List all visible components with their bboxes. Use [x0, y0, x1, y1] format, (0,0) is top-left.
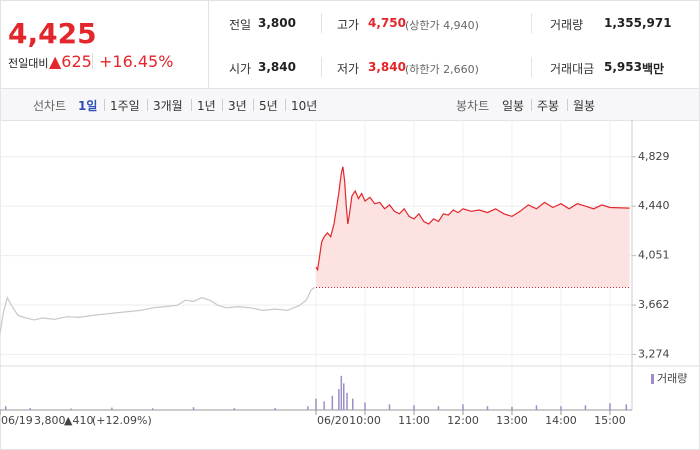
tab-separator — [567, 99, 568, 111]
volume-bar — [70, 408, 72, 410]
stat-value: 3,840 — [368, 60, 406, 74]
volume-bar — [625, 404, 628, 410]
tab-separator — [147, 99, 148, 111]
price-line — [315, 166, 630, 272]
change-label: 전일대비 — [8, 57, 49, 70]
stat-label: 거래량 — [550, 18, 584, 32]
legend-swatch — [651, 374, 654, 384]
period-tab[interactable]: 3년 — [228, 99, 247, 113]
annotation: 3,800 — [34, 414, 66, 427]
volume-bar — [560, 406, 562, 410]
y-tick-label: 4,829 — [638, 150, 670, 163]
stat-label: 시가 — [229, 62, 252, 76]
stat-label: 전일 — [229, 18, 252, 32]
price-line — [0, 287, 315, 334]
tab-separator — [531, 99, 532, 111]
divider — [321, 57, 322, 77]
volume-bar — [462, 404, 464, 410]
chart-tabs: 선차트 1일 1주일 3개월 1년 3년 5년 10년 봉차트 일봉 주봉 월봉 — [0, 88, 700, 121]
tab-separator — [104, 99, 105, 111]
stat-note: (하한가 2,660) — [405, 63, 479, 76]
x-tick-label: 06/19 — [1, 414, 33, 427]
quote-header: 4,425 전일대비 ▲625 +16.45% 전일 3,800 고가 4,750 (상… — [0, 0, 700, 89]
price-area — [316, 166, 630, 288]
divider — [531, 13, 532, 33]
change-rate: +16.45% — [99, 52, 174, 71]
current-price: 4,425 — [8, 17, 97, 50]
stat-value: 3,800 — [258, 16, 296, 30]
volume-bar — [364, 402, 366, 410]
tab-separator — [222, 99, 223, 111]
divider — [208, 1, 209, 88]
tab-group-label: 봉차트 — [456, 99, 490, 113]
volume-bar — [351, 398, 354, 410]
annotation: (+12.09%) — [92, 414, 152, 427]
period-tab[interactable]: 5년 — [259, 99, 278, 113]
candle-tab[interactable]: 주봉 — [537, 99, 560, 113]
separator — [92, 53, 93, 69]
y-tick-label: 3,274 — [638, 347, 670, 360]
x-tick-label: 11:00 — [398, 414, 430, 427]
tab-separator — [253, 99, 254, 111]
tab-separator — [285, 99, 286, 111]
y-tick-label: 3,662 — [638, 298, 670, 311]
divider — [531, 57, 532, 77]
stat-value: 1,355,971 — [604, 16, 672, 30]
volume-bar — [535, 405, 538, 410]
period-tab[interactable]: 10년 — [291, 99, 318, 113]
volume-bar — [315, 398, 317, 410]
volume-bar — [233, 408, 236, 410]
volume-bar — [437, 406, 440, 410]
stat-label: 고가 — [337, 18, 360, 32]
volume-bar — [346, 392, 348, 410]
period-tab[interactable]: 3개월 — [153, 99, 183, 113]
x-tick-label: 06/20 — [317, 414, 349, 427]
volume-bar — [274, 407, 276, 410]
volume-bar — [584, 405, 587, 410]
volume-bar — [511, 406, 513, 410]
y-tick-label: 4,440 — [638, 199, 670, 212]
volume-bar — [343, 383, 345, 410]
change: ▲625 — [49, 52, 92, 71]
volume-bar — [4, 406, 7, 410]
tab-group-label: 선차트 — [33, 99, 67, 113]
volume-bar — [388, 404, 391, 410]
volume-bar — [111, 407, 113, 410]
stat-label: 거래대금 — [550, 62, 595, 76]
volume-bar — [609, 403, 611, 410]
x-tick-label: 13:00 — [496, 414, 528, 427]
stat-unit: 백만 — [642, 62, 665, 76]
volume-bar — [331, 395, 334, 410]
volume-bar — [323, 401, 325, 410]
volume-bar — [151, 408, 154, 410]
candle-tab[interactable]: 일봉 — [502, 99, 525, 113]
stat-value: 4,750 — [368, 16, 406, 30]
period-tab[interactable]: 1년 — [197, 99, 216, 113]
tab-separator — [191, 99, 192, 111]
stat-value: 5,953 — [604, 60, 642, 74]
chart: 4,829 4,440 4,051 3,662 3,274 06/19 06/20 10:00… — [0, 120, 700, 450]
volume-bar — [340, 375, 343, 410]
divider — [321, 13, 322, 33]
y-tick-label: 4,051 — [638, 249, 670, 262]
volume-bar — [307, 406, 309, 410]
volume-bar — [413, 405, 415, 410]
volume-bar — [29, 408, 31, 410]
stat-value: 3,840 — [258, 60, 296, 74]
x-tick-label: 14:00 — [545, 414, 577, 427]
legend-label: 거래량 — [657, 372, 687, 385]
candle-tab[interactable]: 월봉 — [573, 99, 596, 113]
x-tick-label: 15:00 — [594, 414, 626, 427]
x-tick-label: 12:00 — [447, 414, 479, 427]
stat-note: (상한가 4,940) — [405, 19, 479, 32]
volume-bar — [338, 389, 340, 410]
stat-label: 저가 — [337, 62, 360, 76]
x-tick-label: 10:00 — [349, 414, 381, 427]
volume-bar — [192, 407, 195, 410]
annotation: ▲410 — [64, 414, 93, 427]
volume-bar — [486, 406, 489, 410]
period-tab[interactable]: 1일 — [78, 99, 98, 113]
period-tab[interactable]: 1주일 — [110, 99, 140, 113]
